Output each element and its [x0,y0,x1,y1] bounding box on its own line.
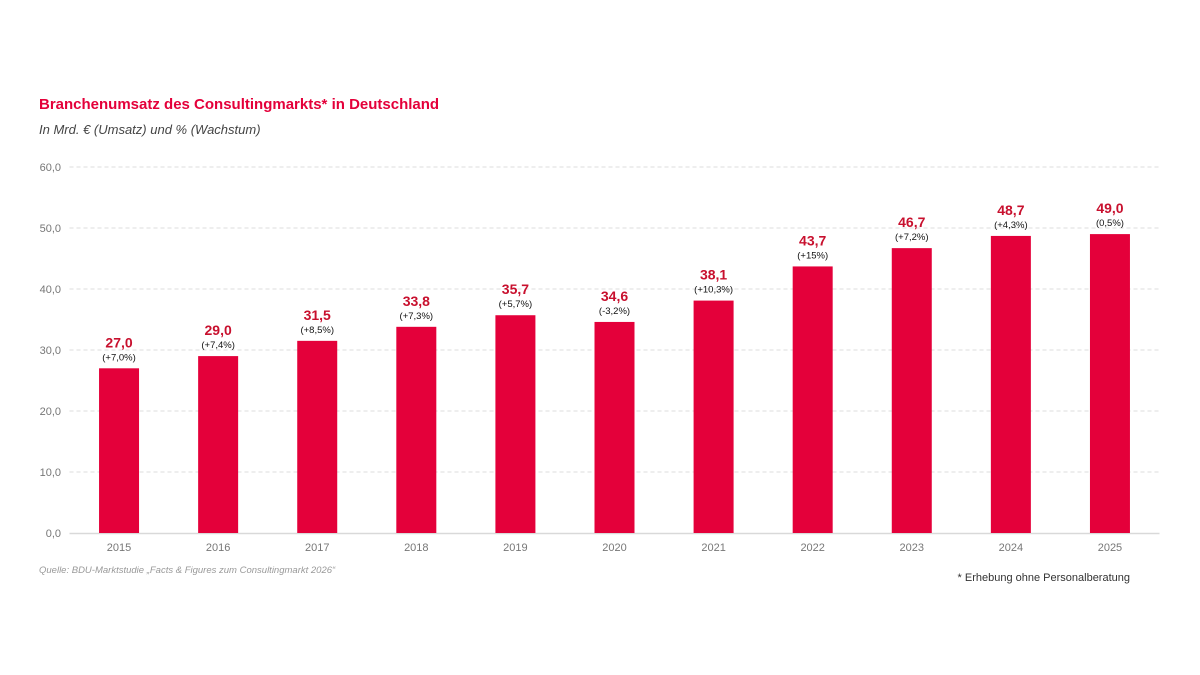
bar [891,248,932,533]
bar [198,356,239,533]
growth-label: (+4,3%) [994,220,1028,231]
x-tick-label: 2020 [602,542,626,554]
x-tick-label: 2015 [107,542,131,554]
x-tick-label: 2021 [701,542,725,554]
y-tick-label: 40,0 [40,284,61,296]
x-tick-label: 2017 [305,542,329,554]
bar [990,235,1031,533]
x-tick-label: 2016 [206,542,230,554]
value-label: 29,0 [205,322,232,338]
x-tick-label: 2018 [404,542,428,554]
growth-label: (+15%) [797,250,828,261]
growth-label: (+7,3%) [400,311,434,322]
growth-label: (+7,4%) [201,340,235,351]
bar [297,340,338,533]
value-label: 48,7 [997,202,1024,218]
bar [396,326,437,533]
bar [495,315,536,533]
growth-label: (-3,2%) [599,306,630,317]
source-note: Quelle: BDU-Marktstudie „Facts & Figures… [39,565,336,576]
y-tick-label: 60,0 [40,162,61,174]
y-tick-label: 50,0 [40,223,61,235]
value-label: 35,7 [502,281,529,297]
growth-label: (+5,7%) [499,299,533,310]
x-tick-label: 2019 [503,542,527,554]
value-label: 27,0 [105,334,132,350]
value-label: 34,6 [601,288,628,304]
value-label: 33,8 [403,293,430,309]
value-label: 43,7 [799,232,826,248]
y-tick-label: 30,0 [40,345,61,357]
bar [99,368,140,533]
chart-subtitle: In Mrd. € (Umsatz) und % (Wachstum) [39,122,261,137]
value-label: 46,7 [898,214,925,230]
y-tick-label: 10,0 [40,467,61,479]
growth-label: (+7,2%) [895,232,929,243]
bar [594,321,635,533]
growth-label: (+7,0%) [102,352,136,363]
x-tick-label: 2023 [900,542,924,554]
bar [792,266,833,533]
value-label: 38,1 [700,267,727,283]
y-tick-label: 20,0 [40,406,61,418]
x-tick-label: 2024 [999,542,1023,554]
value-label: 49,0 [1096,200,1123,216]
growth-label: (0,5%) [1096,218,1124,229]
value-label: 31,5 [304,307,331,323]
x-tick-label: 2022 [800,542,824,554]
y-tick-label: 0,0 [46,528,61,540]
chart-title: Branchenumsatz des Consultingmarkts* in … [39,96,440,113]
footnote: * Erhebung ohne Personalberatung [957,572,1130,584]
growth-label: (+10,3%) [694,285,733,296]
growth-label: (+8,5%) [300,325,334,336]
bar [693,300,734,533]
bar [1089,234,1130,533]
x-tick-label: 2025 [1098,542,1122,554]
